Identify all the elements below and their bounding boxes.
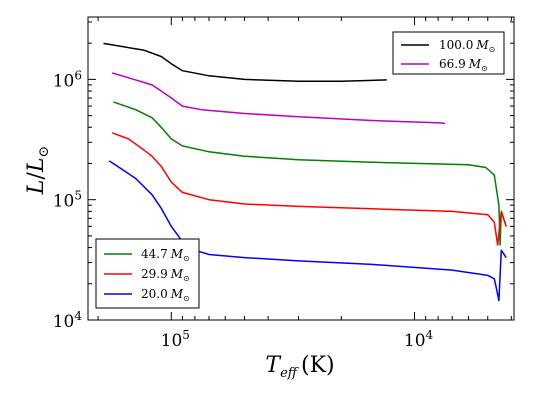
legend-label-29: 29.9 M⊙ [141,267,190,283]
series-layer [103,42,507,302]
plot-frame [87,16,515,321]
y-axis-label: L/L⊙ [24,146,52,195]
x-axis-label: Teff (K) [265,353,334,381]
x-tick-label-0: 105 [161,328,190,351]
series-line-4 [108,160,507,302]
y-tick-label-2: 106 [53,68,82,91]
legend-box [392,31,505,75]
series-line-2 [113,101,507,246]
legend-label-20: 20.0 M⊙ [141,287,190,303]
tick-layer: 105 104 104 105 106 [53,17,514,351]
legend-label-100: 100.0 M⊙ [439,38,495,54]
series-line-0 [103,42,387,82]
legend-bottom-left: 44.7 M⊙ 29.9 M⊙ 20.0 M⊙ [95,238,200,309]
y-tick-label-1: 105 [53,189,82,212]
legend-label-66: 66.9 M⊙ [439,57,488,73]
y-tick-label-0: 104 [53,309,83,332]
legend-top-right: 100.0 M⊙ 66.9 M⊙ [392,31,505,75]
series-line-3 [111,132,507,246]
legend-label-44: 44.7 M⊙ [141,247,190,263]
x-tick-label-1: 104 [404,328,434,351]
series-line-1 [111,72,446,125]
